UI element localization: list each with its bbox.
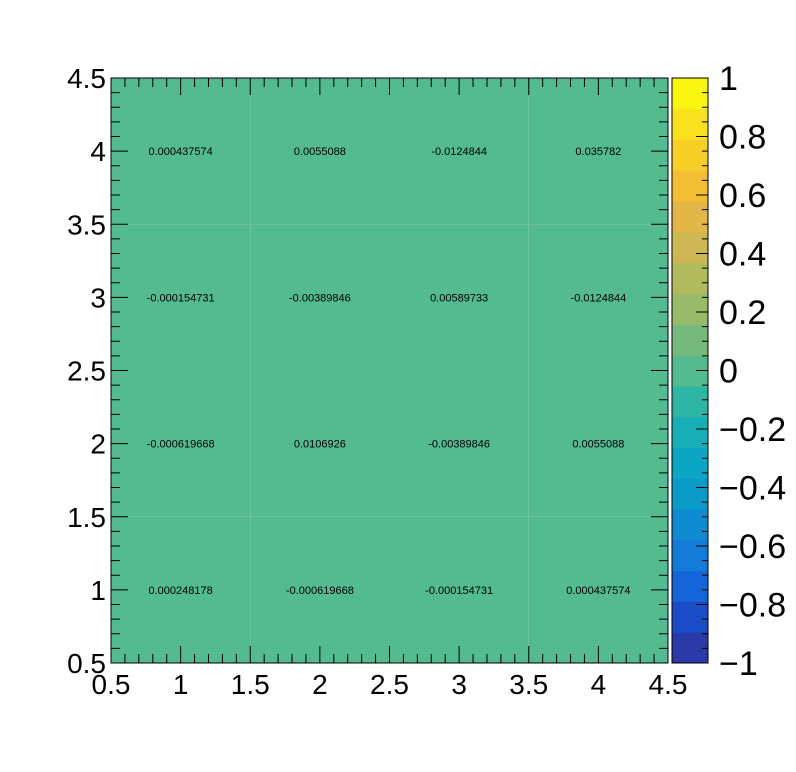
y-tick-label: 3 (90, 282, 106, 313)
color-scale-segment (672, 262, 708, 295)
cell-value-label: 0.0055088 (294, 146, 346, 158)
heatmap-cell (528, 78, 668, 225)
cell-value-label: -0.000619668 (147, 439, 215, 451)
y-axis-tick-labels: 0.5 1 1.5 2 2.5 3 3.5 4 4.5 (67, 63, 106, 679)
heatmap-cell (528, 224, 668, 371)
heatmap-cell (389, 78, 529, 225)
cell-value-labels: 0.000248178 -0.000619668 -0.000154731 0.000… (147, 146, 631, 597)
color-scale-segment (672, 293, 708, 325)
color-scale-tick-labels: 1 0.8 0.6 0.4 0.2 0 −0.2 −0.4 −0.6 −0.8 −1 (719, 60, 786, 683)
color-scale-segment (672, 170, 708, 202)
color-scale-segment (672, 231, 708, 264)
color-scale-segment (672, 324, 708, 356)
heatmap-cell (250, 78, 390, 225)
heatmap-cells (111, 78, 668, 663)
heatmap-cell (389, 224, 529, 371)
color-scale-bar (671, 77, 709, 664)
color-scale-tick-label: −1 (719, 645, 758, 683)
color-scale-segment (672, 108, 708, 141)
cell-value-label: -0.0124844 (571, 292, 627, 304)
color-scale-segment (672, 601, 708, 633)
heatmap-cell (111, 224, 251, 371)
y-tick-label: 4 (90, 136, 106, 167)
x-tick-label: 3 (451, 669, 467, 700)
color-scale-tick-label: 0.2 (719, 294, 766, 332)
color-scale-tick-label: 1 (719, 60, 738, 98)
color-scale-tick-label: −0.6 (719, 528, 786, 566)
cell-value-label: 0.035782 (575, 146, 621, 158)
axis-ticks (110, 77, 669, 664)
heatmap-cell (111, 370, 251, 517)
color-scale-segment (672, 416, 708, 448)
x-axis-tick-labels: 0.5 1 1.5 2 2.5 3 3.5 4 4.5 (92, 669, 688, 700)
cell-value-label: -0.00389846 (289, 292, 351, 304)
heatmap-cell (250, 516, 390, 663)
cell-value-label: 0.000248178 (149, 585, 213, 597)
heatmap-cell (389, 516, 529, 663)
color-scale-segment (672, 201, 708, 233)
x-tick-label: 2 (312, 669, 328, 700)
cell-value-label: 0.000437574 (149, 146, 213, 158)
color-scale-segment (672, 385, 708, 418)
cell-value-label: 0.0106926 (294, 439, 346, 451)
color-scale-tick-label: −0.4 (719, 470, 786, 508)
y-tick-label: 4.5 (67, 63, 106, 94)
cell-value-label: -0.0124844 (431, 146, 487, 158)
color-scale-segment (672, 539, 708, 572)
cell-value-label: 0.000437574 (566, 585, 630, 597)
y-tick-label: 2 (90, 429, 106, 460)
x-tick-label: 2.5 (370, 669, 409, 700)
color-scale-segment (672, 478, 708, 510)
cell-value-label: -0.00389846 (428, 439, 490, 451)
cell-value-label: -0.000154731 (425, 585, 493, 597)
y-tick-label: 1.5 (67, 502, 106, 533)
y-tick-label: 3.5 (67, 209, 106, 240)
color-scale-tick-label: 0.8 (719, 119, 766, 157)
x-tick-label: 3.5 (509, 669, 548, 700)
color-scale-segment (672, 78, 708, 110)
color-scale-segment (672, 509, 708, 541)
color-scale-segment (672, 447, 708, 479)
color-scale-tick-label: 0.4 (719, 236, 766, 274)
x-tick-label: 4 (591, 669, 607, 700)
x-tick-label: 4.5 (649, 669, 688, 700)
cell-value-label: 0.0055088 (572, 439, 624, 451)
heatmap-cell (250, 370, 390, 517)
y-tick-label: 1 (90, 575, 106, 606)
color-scale-tick-label: 0.6 (719, 177, 766, 215)
heatmap-cell (389, 370, 529, 517)
x-tick-label: 1.5 (231, 669, 270, 700)
x-tick-label: 0.5 (92, 669, 131, 700)
color-scale-tick-label: 0 (719, 353, 738, 391)
heatmap-cell (528, 370, 668, 517)
heatmap-cell (528, 516, 668, 663)
cell-value-label: -0.000619668 (286, 585, 354, 597)
color-scale-tick-label: −0.2 (719, 411, 786, 449)
color-scale-segment (672, 632, 708, 664)
x-tick-label: 1 (173, 669, 189, 700)
heatmap-cell (111, 78, 251, 225)
heatmap-cell (111, 516, 251, 663)
color-scale-segment (672, 570, 708, 602)
cell-value-label: 0.00589733 (430, 292, 488, 304)
y-tick-label: 2.5 (67, 356, 106, 387)
color-scale-tick-label: −0.8 (719, 587, 786, 625)
cell-value-label: -0.000154731 (147, 292, 215, 304)
heatmap-cell (250, 224, 390, 371)
y-tick-label: 0.5 (67, 648, 106, 679)
